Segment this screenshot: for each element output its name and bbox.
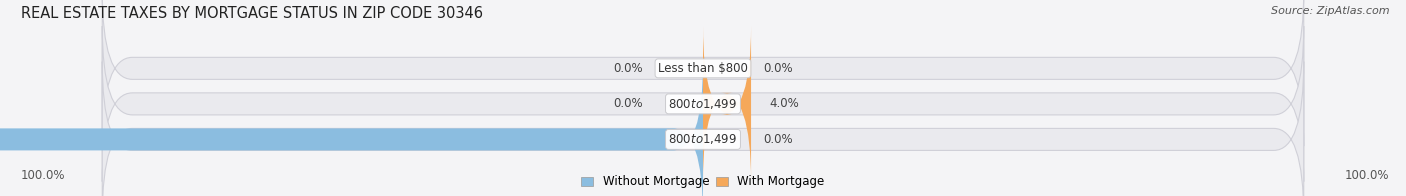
Text: Less than $800: Less than $800: [658, 62, 748, 75]
Text: $800 to $1,499: $800 to $1,499: [668, 132, 738, 146]
Text: 4.0%: 4.0%: [769, 97, 799, 110]
Text: 0.0%: 0.0%: [763, 62, 793, 75]
FancyBboxPatch shape: [103, 26, 1303, 182]
Text: 0.0%: 0.0%: [613, 97, 643, 110]
Text: REAL ESTATE TAXES BY MORTGAGE STATUS IN ZIP CODE 30346: REAL ESTATE TAXES BY MORTGAGE STATUS IN …: [21, 6, 484, 21]
Text: 100.0%: 100.0%: [1344, 169, 1389, 182]
FancyBboxPatch shape: [703, 26, 751, 182]
Legend: Without Mortgage, With Mortgage: Without Mortgage, With Mortgage: [581, 175, 825, 188]
Text: 0.0%: 0.0%: [613, 62, 643, 75]
Text: 100.0%: 100.0%: [21, 169, 66, 182]
Text: $800 to $1,499: $800 to $1,499: [668, 97, 738, 111]
FancyBboxPatch shape: [0, 62, 703, 196]
FancyBboxPatch shape: [103, 62, 1303, 196]
FancyBboxPatch shape: [103, 0, 1303, 146]
Text: Source: ZipAtlas.com: Source: ZipAtlas.com: [1271, 6, 1389, 16]
Text: 0.0%: 0.0%: [763, 133, 793, 146]
